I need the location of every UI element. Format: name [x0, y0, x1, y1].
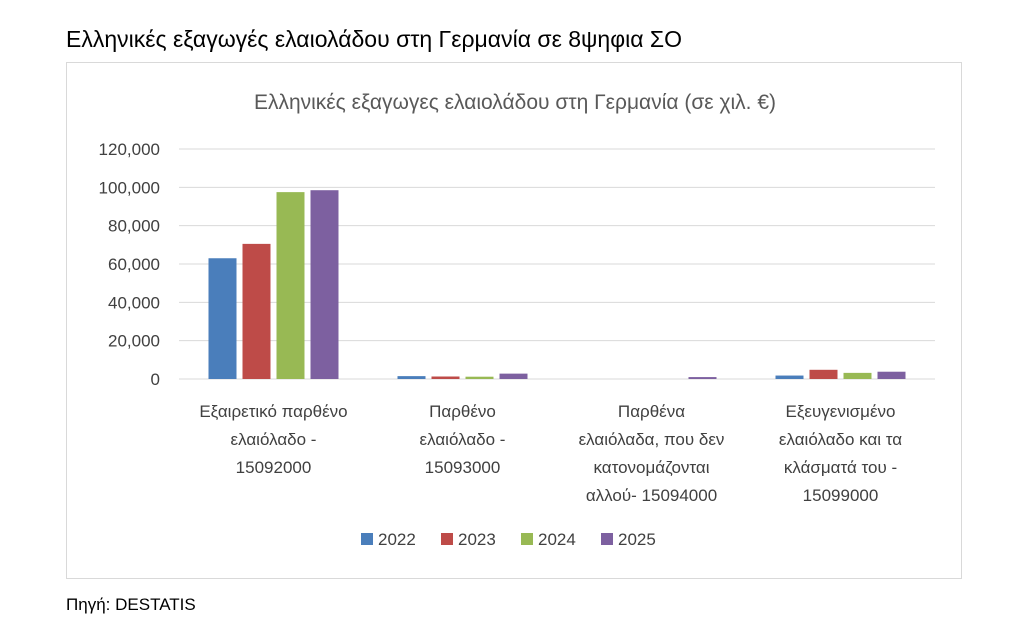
bar-2024-category-1: [276, 192, 305, 379]
legend-label-2022: 2022: [378, 530, 416, 549]
x-category-label: 15099000: [803, 486, 879, 505]
x-category-label: ελαιόλαδα, που δεν: [579, 430, 725, 449]
bar-2025-category-1: [310, 190, 339, 379]
x-category-label: αλλού- 15094000: [586, 486, 717, 505]
x-category-label: 15093000: [425, 458, 501, 477]
bar-2022-category-4: [775, 375, 804, 379]
x-category-label: Εξαιρετικό παρθένο: [199, 402, 347, 421]
x-category-label: Εξευγενισμένο: [785, 402, 895, 421]
x-category-label: ελαιόλαδο -: [420, 430, 506, 449]
chart-container: Ελληνικές εξαγωγες ελαιολάδου στη Γερμαν…: [66, 62, 962, 579]
y-tick-label: 20,000: [108, 332, 160, 351]
x-category-label: Παρθένα: [618, 402, 685, 421]
y-tick-label: 0: [151, 370, 160, 389]
bar-2023-category-1: [242, 243, 271, 379]
y-tick-label: 100,000: [99, 178, 160, 197]
bar-2022-category-2: [397, 376, 426, 379]
document-title: Ελληνικές εξαγωγές ελαιολάδου στη Γερμαν…: [66, 26, 683, 52]
x-category-label: κλάσματά του -: [784, 458, 897, 477]
bar-2024-category-4: [843, 372, 872, 379]
chart-title: Ελληνικές εξαγωγες ελαιολάδου στη Γερμαν…: [254, 91, 776, 114]
legend-label-2025: 2025: [618, 530, 656, 549]
legend-swatch-2022: [361, 533, 373, 545]
bar-2022-category-1: [208, 258, 237, 379]
bar-chart: Ελληνικές εξαγωγες ελαιολάδου στη Γερμαν…: [99, 91, 935, 549]
x-category-label: ελαιόλαδο -: [231, 430, 317, 449]
bar-2025-category-4: [877, 371, 906, 379]
legend-label-2023: 2023: [458, 530, 496, 549]
bars: [208, 190, 906, 379]
bar-2024-category-2: [465, 376, 494, 379]
y-tick-label: 60,000: [108, 255, 160, 274]
bar-2025-category-3: [688, 377, 717, 379]
legend-label-2024: 2024: [538, 530, 576, 549]
x-axis-category-labels: Εξαιρετικό παρθένο ελαιόλαδο - 15092000 Παρ…: [199, 402, 902, 505]
y-tick-label: 40,000: [108, 293, 160, 312]
bar-2023-category-2: [431, 376, 460, 379]
y-tick-label: 120,000: [99, 140, 160, 159]
source-note: Πηγή: DESTATIS: [66, 595, 196, 614]
legend: 2022 2023 2024 2025: [361, 530, 656, 549]
legend-swatch-2025: [601, 533, 613, 545]
x-category-label: ελαιόλαδο και τα: [779, 430, 902, 449]
x-category-label: 15092000: [236, 458, 312, 477]
bar-2023-category-4: [809, 369, 838, 379]
legend-swatch-2023: [441, 533, 453, 545]
y-tick-label: 80,000: [108, 217, 160, 236]
x-category-label: κατονομάζονται: [593, 458, 709, 477]
bar-2025-category-2: [499, 373, 528, 379]
y-axis-tick-labels: 0 20,000 40,000 60,000 80,000 100,000 120,000: [99, 140, 160, 389]
legend-swatch-2024: [521, 533, 533, 545]
gridlines: [179, 148, 935, 380]
x-category-label: Παρθένο: [429, 402, 496, 421]
